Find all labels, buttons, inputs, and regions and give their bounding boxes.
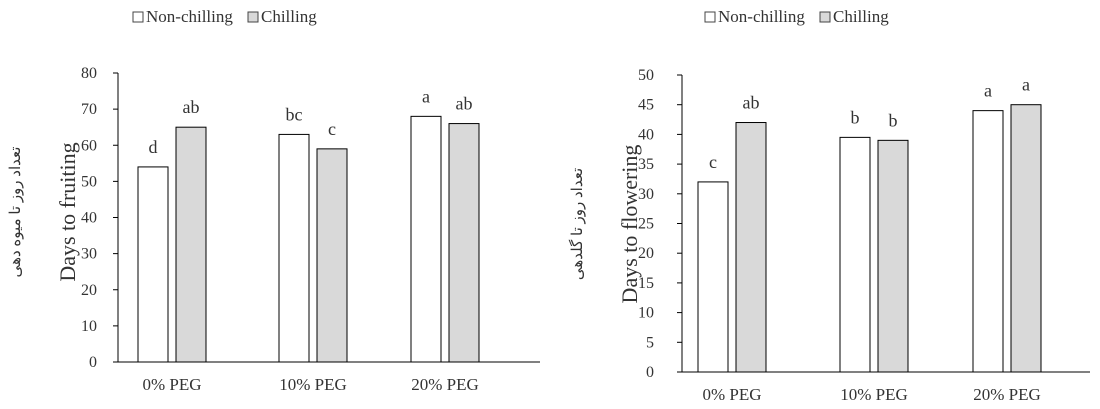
bar-chilling [735,122,767,373]
significance-letter: c [328,119,336,139]
x-tick-label: 10% PEG [279,375,347,394]
significance-letter: ab [743,93,760,113]
significance-letter: d [149,137,158,157]
y-axis-label: Days to fruiting [55,142,80,281]
significance-letter: ab [456,94,473,114]
legend-swatch-non-chilling [704,11,716,23]
y-tick-label: 30 [638,186,654,203]
legend-label-non-chilling: Non-chilling [718,7,805,26]
bar-chilling [175,126,207,363]
bar-non-chilling [278,133,310,363]
significance-letter: b [889,110,898,130]
x-tick-label: 0% PEG [142,375,201,394]
y-tick-label: 50 [81,173,97,190]
y-tick-label: 70 [81,101,97,118]
y-tick-label: 30 [81,246,97,263]
y-tick-label: 10 [81,318,97,335]
y-tick-label: 35 [638,156,654,173]
legend-swatch-non-chilling [132,11,144,23]
fruiting-chart-panel: Non-chilling Chilling 0 10 20 30 40 50 60 70 80 Day… [8,7,540,394]
x-tick-label: 0% PEG [702,385,761,404]
y-tick-label: 40 [81,210,97,227]
significance-letter: ab [183,97,200,117]
legend-label-non-chilling: Non-chilling [146,7,233,26]
y-tick-label: 20 [638,245,654,262]
bar-chilling [1010,104,1042,373]
bar-chilling [877,139,909,373]
significance-letter: a [422,86,430,106]
fruiting-chart: Non-chilling Chilling 0 10 20 30 40 50 60 70 80 Day… [8,7,540,394]
bar-chilling [448,123,480,363]
x-tick-label: 20% PEG [411,375,479,394]
y-tick-label: 20 [81,282,97,299]
y-tick-label: 15 [638,275,654,292]
y-axis-label: Days to flowering [617,145,642,304]
flowering-chart: Non-chilling Chilling 0 5 10 15 20 25 30 35 40 45 50… [568,7,1090,404]
bar-non-chilling [972,110,1004,373]
significance-letter: bc [286,104,303,124]
y-tick-label: 80 [81,65,97,82]
bar-non-chilling [697,181,729,373]
bar-chilling [316,148,348,363]
y-tick-label: 25 [638,216,654,233]
bar-non-chilling [137,166,169,363]
legend-label-chilling: Chilling [833,7,889,26]
y-axis-label-persian: تعداد روز تا گلدهی [568,168,586,280]
y-tick-label: 5 [646,334,654,351]
legend-swatch-chilling [247,11,259,23]
y-tick-label: 40 [638,126,654,143]
y-tick-label: 50 [638,67,654,84]
y-tick-label: 60 [81,137,97,154]
y-tick-label: 45 [638,97,654,114]
significance-letter: a [984,81,992,101]
x-tick-label: 20% PEG [973,385,1041,404]
y-tick-label: 0 [646,364,654,381]
flowering-chart-panel: Non-chilling Chilling 0 5 10 15 20 25 30 35 40 45 50… [550,0,1100,409]
significance-letter: c [709,152,717,172]
y-axis-label-persian: تعداد روز تا میوه دهی [8,147,24,278]
bar-non-chilling [839,136,871,373]
significance-letter: b [851,107,860,127]
y-tick-label: 0 [89,354,97,371]
legend-label-chilling: Chilling [261,7,317,26]
legend-swatch-chilling [819,11,831,23]
bar-non-chilling [410,115,442,363]
significance-letter: a [1022,75,1030,95]
x-tick-label: 10% PEG [840,385,908,404]
y-tick-label: 10 [638,305,654,322]
